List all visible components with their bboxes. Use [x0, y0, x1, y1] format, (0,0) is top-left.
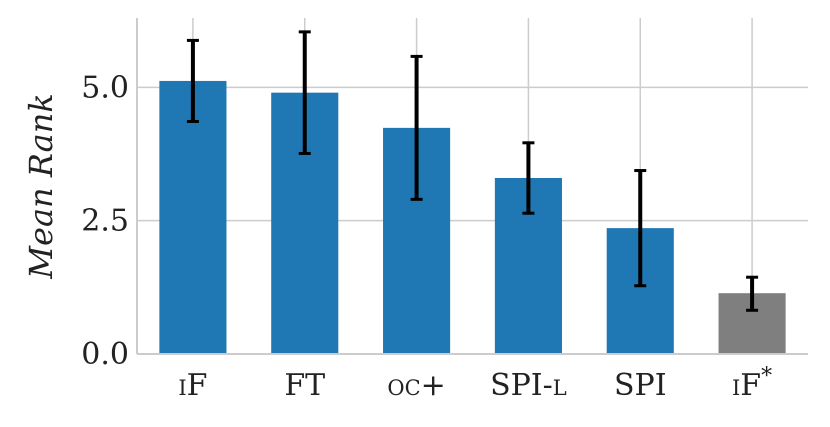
y-tick-label: 5.0	[81, 70, 129, 105]
y-axis-label: Mean Rank	[22, 93, 60, 279]
y-tick-label: 2.5	[81, 204, 129, 239]
x-tick-label: iF*	[732, 364, 772, 403]
x-tick-label: oc+	[387, 368, 445, 403]
bar	[159, 80, 227, 354]
x-tick-label: FT	[284, 368, 325, 403]
error-bars	[186, 30, 759, 312]
bars	[159, 80, 786, 355]
x-tick-label: SPI-l	[490, 368, 567, 403]
x-tick-label: SPI	[614, 368, 667, 403]
grid	[137, 18, 808, 354]
tick-labels: 0.0 2.5 5.0 iF FT oc+ SPI-l SPI iF*	[81, 70, 772, 403]
y-tick-label: 0.0	[81, 337, 129, 372]
axes	[136, 18, 808, 355]
x-tick-label: iF	[178, 368, 207, 403]
